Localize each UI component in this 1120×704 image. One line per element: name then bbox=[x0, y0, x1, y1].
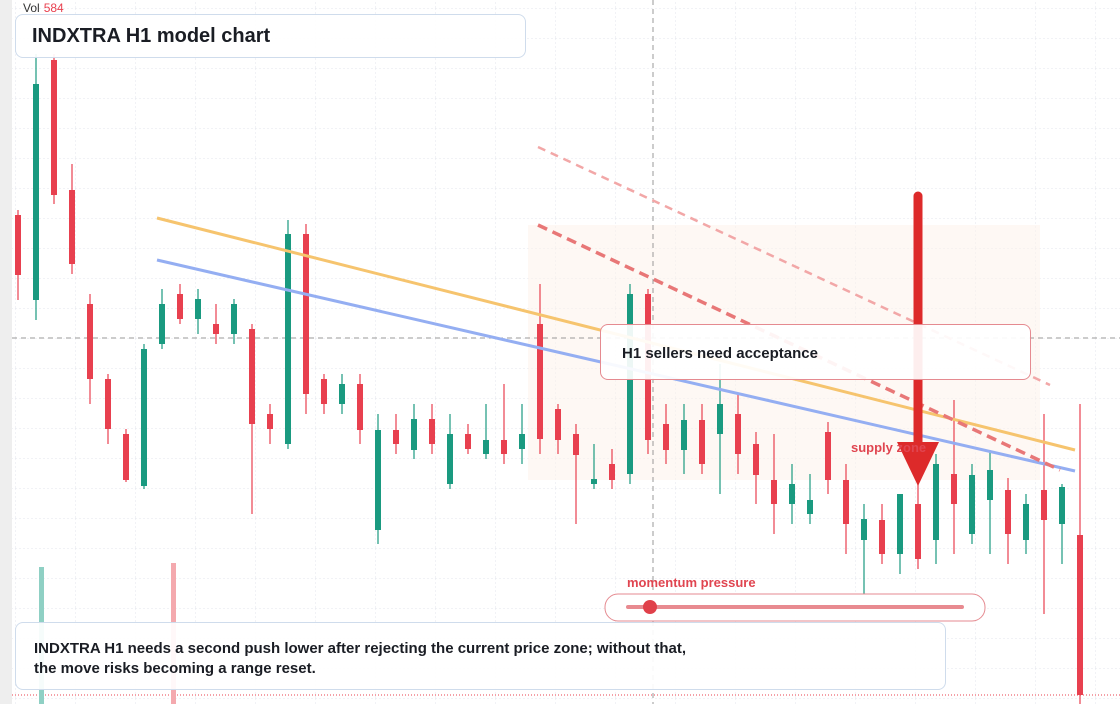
callout: H1 sellers need acceptance bbox=[600, 324, 1031, 380]
candle-body bbox=[591, 479, 597, 484]
candle-body bbox=[447, 434, 453, 484]
candle-body bbox=[159, 304, 165, 344]
volume-label: Vol bbox=[23, 1, 40, 15]
footer-line: the move risks becoming a range reset. bbox=[34, 660, 316, 677]
candle-body bbox=[681, 420, 687, 450]
meter-knob bbox=[643, 600, 657, 614]
candle-body bbox=[15, 215, 21, 275]
candle-body bbox=[843, 480, 849, 524]
candle-body bbox=[663, 424, 669, 450]
candle-body bbox=[123, 434, 129, 480]
candle-body bbox=[267, 414, 273, 429]
footer-line: INDXTRA H1 needs a second push lower aft… bbox=[34, 640, 687, 657]
footer-note: INDXTRA H1 needs a second push lower aft… bbox=[15, 622, 946, 690]
candle-body bbox=[537, 324, 543, 439]
candle-body bbox=[969, 475, 975, 534]
candle-body bbox=[177, 294, 183, 319]
candle-body bbox=[249, 329, 255, 424]
candle-body bbox=[501, 440, 507, 454]
candle-body bbox=[699, 420, 705, 464]
candle-body bbox=[951, 474, 957, 504]
arrow-head bbox=[897, 442, 939, 486]
candle-body bbox=[1041, 490, 1047, 520]
candle-body bbox=[519, 434, 525, 449]
candle-body bbox=[357, 384, 363, 430]
chart-title: INDXTRA H1 model chart bbox=[15, 14, 526, 58]
candle-body bbox=[483, 440, 489, 454]
candle-body bbox=[303, 234, 309, 394]
candle-body bbox=[33, 84, 39, 300]
candle-body bbox=[861, 519, 867, 540]
candle-body bbox=[213, 324, 219, 334]
candle-body bbox=[879, 520, 885, 554]
candle-body bbox=[1077, 535, 1083, 695]
candle-body bbox=[825, 432, 831, 480]
candle-body bbox=[735, 414, 741, 454]
candle-body bbox=[141, 349, 147, 486]
candle-body bbox=[933, 464, 939, 540]
candle-body bbox=[1023, 504, 1029, 540]
candle-body bbox=[375, 430, 381, 530]
candle-body bbox=[105, 379, 111, 429]
candle-body bbox=[717, 404, 723, 434]
candle-body bbox=[753, 444, 759, 475]
candle-body bbox=[465, 434, 471, 449]
candle-body bbox=[627, 294, 633, 474]
candle-body bbox=[51, 60, 57, 195]
candle-body bbox=[573, 434, 579, 455]
channel-line bbox=[537, 145, 1051, 387]
candle-body bbox=[807, 500, 813, 514]
candle-body bbox=[321, 379, 327, 404]
candle-body bbox=[915, 504, 921, 559]
candle-body bbox=[411, 419, 417, 450]
candle-body bbox=[69, 190, 75, 264]
candle-body bbox=[87, 304, 93, 379]
candle-body bbox=[987, 470, 993, 500]
volume-value: 584 bbox=[43, 1, 64, 15]
meter-label: momentum pressure bbox=[627, 575, 756, 590]
axis-strip bbox=[0, 0, 12, 704]
candles bbox=[15, 54, 1083, 704]
candle-body bbox=[1059, 487, 1065, 524]
volume-readout: Vol 584 bbox=[23, 1, 64, 15]
candle-body bbox=[897, 494, 903, 554]
candle-body bbox=[429, 419, 435, 444]
candle-body bbox=[609, 464, 615, 480]
candle-body bbox=[393, 430, 399, 444]
candle-body bbox=[195, 299, 201, 319]
candle-body bbox=[285, 234, 291, 444]
candle-body bbox=[771, 480, 777, 504]
candle-body bbox=[231, 304, 237, 334]
candle-body bbox=[789, 484, 795, 504]
candle-body bbox=[339, 384, 345, 404]
candle-body bbox=[555, 409, 561, 440]
candle-body bbox=[1005, 490, 1011, 534]
zone-label: supply zone bbox=[851, 440, 927, 455]
